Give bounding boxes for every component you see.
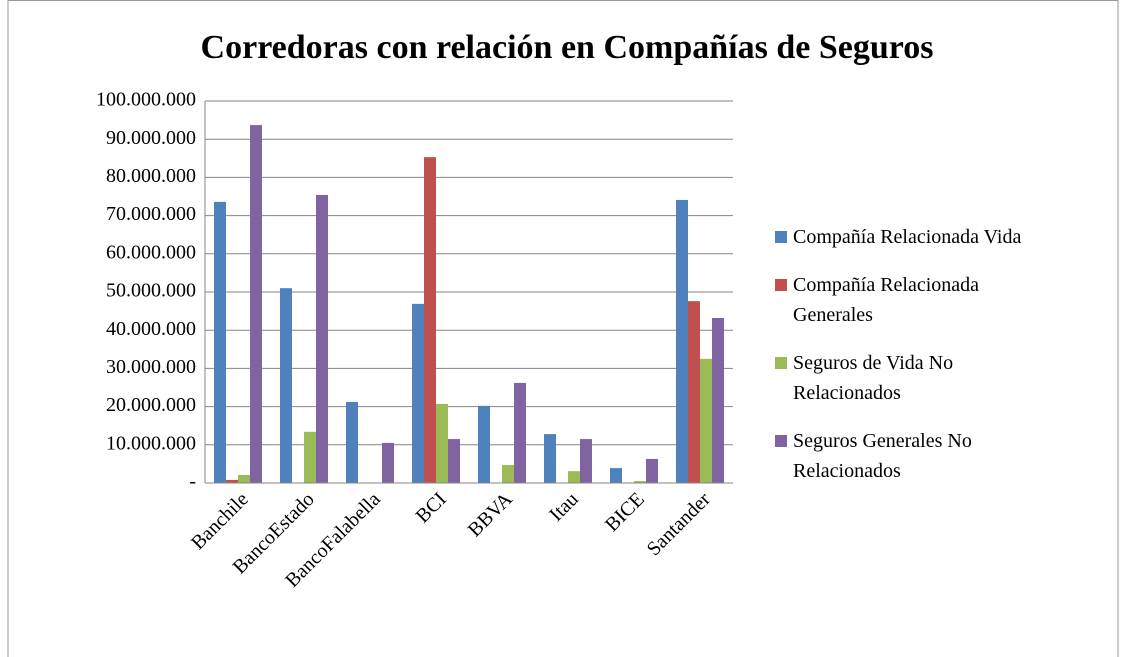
legend-swatch — [775, 357, 787, 369]
y-tick-label: 70.000.000 — [106, 203, 196, 225]
bar — [544, 434, 556, 483]
legend-item: Compañía Relacionada Vida — [775, 222, 1075, 252]
y-tick-label: - — [189, 471, 196, 493]
bar — [280, 288, 292, 483]
bar — [502, 465, 514, 483]
legend-label: Compañía Relacionada Vida — [793, 226, 1022, 248]
legend-label: Seguros de Vida No Relacionados — [793, 352, 954, 404]
legend-swatch — [775, 435, 787, 447]
y-tick-label: 10.000.000 — [106, 432, 196, 454]
bar — [646, 458, 658, 483]
y-tick-label: 100.000.000 — [96, 89, 196, 111]
x-tick-label: BCI — [412, 488, 451, 527]
x-tick-label: BICE — [601, 488, 649, 536]
bar — [478, 405, 490, 483]
chart-title: Corredoras con relación en Compañías de … — [201, 29, 934, 66]
x-tick-label: Banchile — [187, 488, 253, 554]
bar — [634, 481, 646, 483]
bar — [250, 125, 262, 483]
x-tick-label: BBVA — [464, 488, 517, 541]
legend: Compañía Relacionada Vida Compañía Relaci… — [775, 222, 1075, 504]
bar — [568, 471, 580, 483]
bar — [448, 439, 460, 483]
legend-label: Seguros Generales No Relacionados — [793, 430, 972, 482]
bar — [436, 403, 448, 483]
bar — [214, 201, 226, 483]
bar — [676, 199, 688, 484]
bar — [514, 382, 526, 483]
bar — [610, 468, 622, 483]
legend-item: Compañía Relacionada Generales — [775, 270, 1075, 330]
bar — [382, 442, 394, 483]
bar — [346, 402, 358, 483]
y-tick-label: 40.000.000 — [106, 318, 196, 340]
bar — [712, 317, 724, 483]
y-tick-label: 60.000.000 — [106, 241, 196, 263]
bar — [688, 301, 700, 483]
bar — [580, 439, 592, 483]
y-tick-label: 50.000.000 — [106, 280, 196, 302]
y-tick-label: 90.000.000 — [106, 127, 196, 149]
x-tick-label: Santander — [643, 488, 715, 560]
bar — [304, 431, 316, 483]
bar — [316, 194, 328, 484]
bar — [700, 358, 712, 483]
bar — [412, 303, 424, 483]
x-tick-label: Itau — [545, 488, 583, 526]
y-tick-label: 80.000.000 — [106, 165, 196, 187]
legend-swatch — [775, 279, 787, 291]
bar — [226, 479, 238, 483]
y-tick-label: 20.000.000 — [106, 394, 196, 416]
bar — [238, 474, 250, 483]
y-tick-label: 30.000.000 — [106, 356, 196, 378]
legend-label: Compañía Relacionada Generales — [793, 274, 980, 326]
legend-swatch — [775, 231, 787, 243]
legend-item: Seguros Generales No Relacionados — [775, 426, 1075, 486]
chart-border — [7, 0, 1119, 657]
legend-item: Seguros de Vida No Relacionados — [775, 348, 1075, 408]
bar — [424, 157, 436, 484]
